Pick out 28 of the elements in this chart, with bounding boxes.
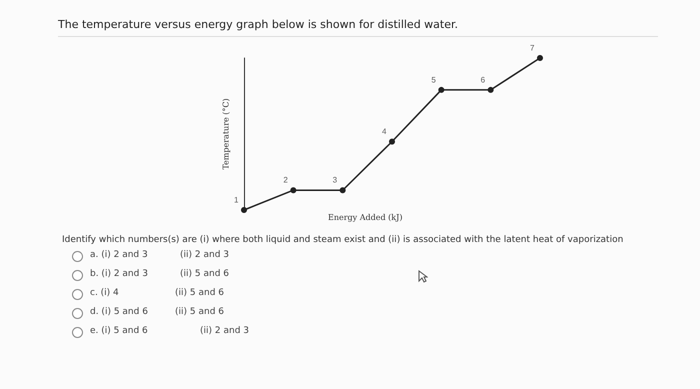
annotation: 5 <box>431 75 436 84</box>
text: Identify which numbers(s) are (i) where both liquid and steam exist and (ii) is associated with the latent heat of vaporization <box>62 235 624 245</box>
point <box>241 207 247 213</box>
point <box>537 55 543 61</box>
annotation: 1 <box>234 196 239 204</box>
text: (ii) 5 and 6 <box>175 288 224 298</box>
annotation: 3 <box>332 176 338 185</box>
chart-title: The temperature versus energy graph below is shown for distilled water. <box>58 18 658 37</box>
text: d. (i) 5 and 6 <box>90 307 148 317</box>
annotation: 4 <box>382 127 387 136</box>
text: (ii) 2 and 3 <box>200 326 249 336</box>
annotation: 6 <box>480 75 486 84</box>
text: b. (i) 2 and 3 <box>90 269 148 279</box>
point <box>389 138 395 145</box>
point <box>438 86 444 93</box>
x-axis-title: Energy Added (kJ) <box>328 213 402 222</box>
text: e. (i) 5 and 6 <box>90 326 148 336</box>
y-axis-title: Temperature (°C) <box>222 98 230 170</box>
point <box>340 187 346 194</box>
text: c. (i) 4 <box>90 288 119 298</box>
text: a. (i) 2 and 3 <box>90 250 148 260</box>
text: (ii) 5 and 6 <box>180 269 229 279</box>
annotation: 2 <box>283 176 288 185</box>
text: (ii) 2 and 3 <box>180 250 229 260</box>
text: (ii) 5 and 6 <box>175 307 224 317</box>
point <box>488 86 494 93</box>
annotation: 7 <box>530 44 535 52</box>
point <box>290 187 296 194</box>
